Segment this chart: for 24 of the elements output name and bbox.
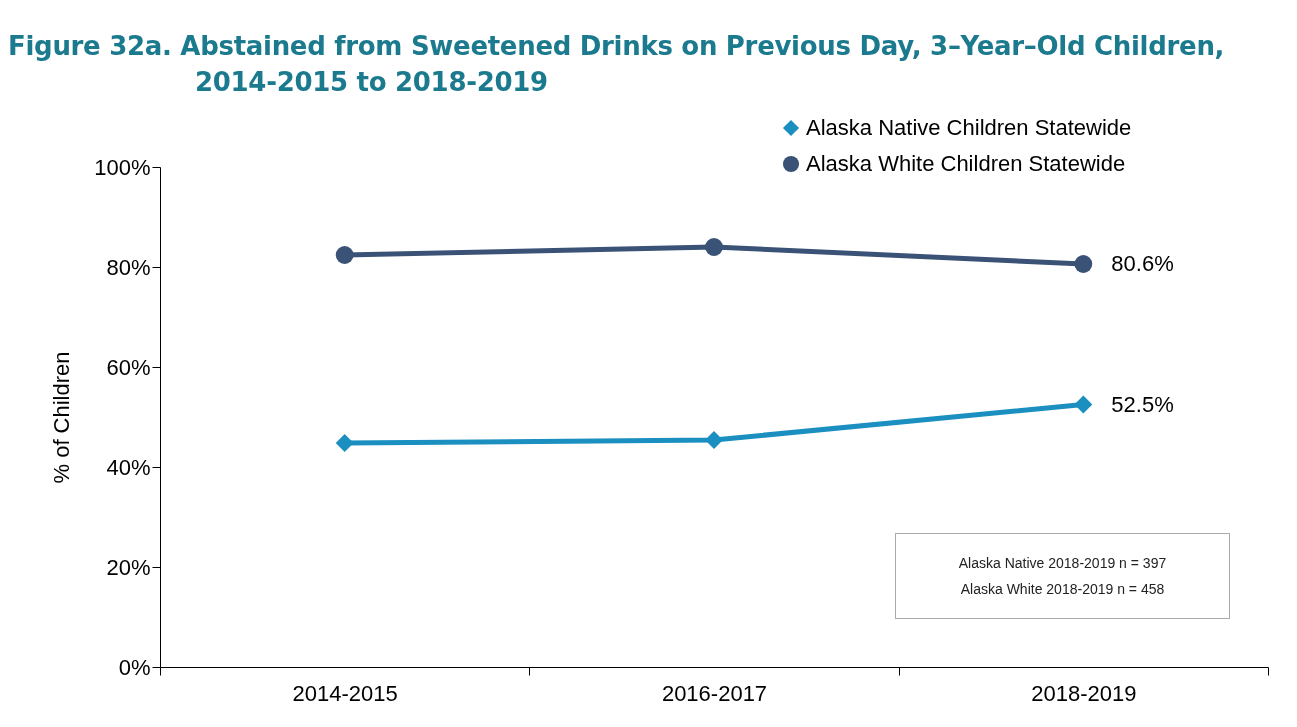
y-tick-label: 40% xyxy=(106,454,151,480)
note-box: Alaska Native 2018-2019 n = 397 Alaska White 2018-2019 n = 458 xyxy=(895,533,1230,619)
data-label: 52.5% xyxy=(1111,391,1174,417)
x-tick-label: 2016-2017 xyxy=(661,680,768,706)
point xyxy=(335,434,354,452)
y-tick-label: 60% xyxy=(106,354,151,380)
x-tick-label: 2018-2019 xyxy=(1031,680,1137,706)
point xyxy=(335,246,354,264)
annotation: Alaska White 2018-2019 n = 458 xyxy=(960,581,1165,597)
legend-label: Alaska Native Children Statewide xyxy=(806,115,1132,140)
point xyxy=(705,238,723,256)
chart-title: Figure 32a. Abstained from Sweetened Drinks on Previous Day, 3–Year–Old Children, 2014-2015 to 2018-2019 xyxy=(8,30,1226,99)
data-label: 80.6% xyxy=(1111,251,1174,276)
y-tick-label: 0% xyxy=(118,654,151,680)
point xyxy=(1074,395,1093,414)
y-tick-label: 100% xyxy=(94,154,151,180)
x-tick-label: 2014-2015 xyxy=(292,680,398,706)
legend-label: Alaska White Children Statewide xyxy=(806,151,1126,176)
point xyxy=(1074,255,1093,273)
y-tick-label: 80% xyxy=(106,254,151,280)
point xyxy=(705,431,723,449)
annotation: Alaska Native 2018-2019 n = 397 xyxy=(958,555,1167,571)
y-tick-label: 20% xyxy=(106,554,151,580)
y-axis-title: % of Children xyxy=(49,351,75,484)
